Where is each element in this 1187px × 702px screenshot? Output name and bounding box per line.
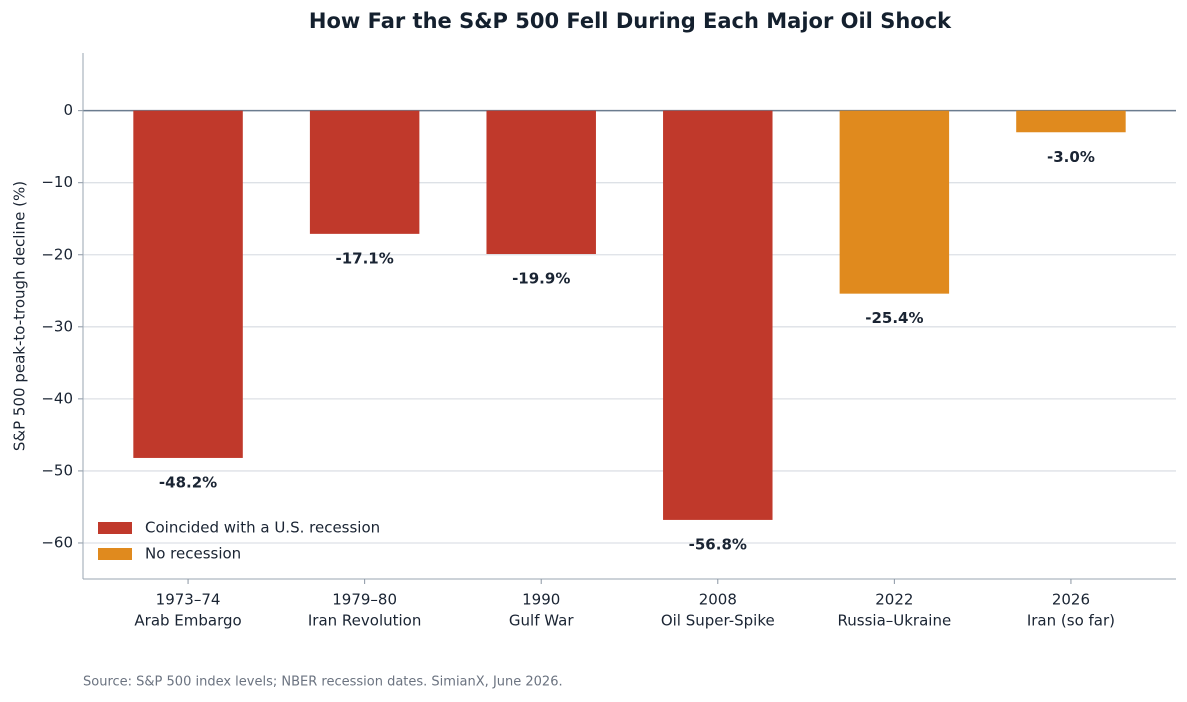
x-tick-label: 2022 [875, 591, 913, 609]
bar [309, 110, 420, 234]
bar [486, 110, 596, 255]
bar [839, 110, 950, 294]
value-label: -3.0% [1047, 148, 1095, 166]
x-tick-label: 1990 [522, 591, 560, 609]
y-tick-label: −10 [41, 173, 73, 191]
legend-swatch [98, 548, 132, 560]
source-note: Source: S&P 500 index levels; NBER reces… [83, 675, 563, 690]
chart-title: How Far the S&P 500 Fell During Each Maj… [309, 9, 952, 33]
x-tick-label: Russia–Ukraine [838, 612, 952, 630]
value-label: -17.1% [336, 249, 394, 267]
bar [133, 110, 243, 458]
y-tick-label: −50 [41, 461, 73, 479]
x-tick-label: 2026 [1052, 591, 1090, 609]
bar [663, 110, 773, 520]
value-label: -56.8% [689, 535, 747, 553]
y-tick-label: −20 [41, 245, 73, 263]
x-tick-label: 1973–74 [156, 591, 221, 609]
x-tick-label: Arab Embargo [134, 612, 241, 630]
value-label: -48.2% [159, 473, 217, 491]
x-tick-label: Iran (so far) [1027, 612, 1115, 630]
x-tick-label: 2008 [699, 591, 737, 609]
legend-label: No recession [145, 545, 241, 563]
bar [1016, 110, 1126, 133]
y-tick-label: −60 [41, 533, 73, 551]
x-tick-label: Oil Super-Spike [661, 612, 775, 630]
x-tick-label: 1979–80 [332, 591, 397, 609]
legend-swatch [98, 522, 132, 534]
y-axis-label: S&P 500 peak-to-trough decline (%) [11, 181, 29, 451]
value-label: -19.9% [512, 270, 570, 288]
y-tick-label: 0 [63, 101, 73, 119]
value-label: -25.4% [865, 309, 923, 327]
y-tick-label: −30 [41, 317, 73, 335]
x-tick-label: Gulf War [509, 612, 574, 630]
y-tick-label: −40 [41, 389, 73, 407]
x-tick-label: Iran Revolution [308, 612, 422, 630]
legend-label: Coincided with a U.S. recession [145, 519, 380, 537]
